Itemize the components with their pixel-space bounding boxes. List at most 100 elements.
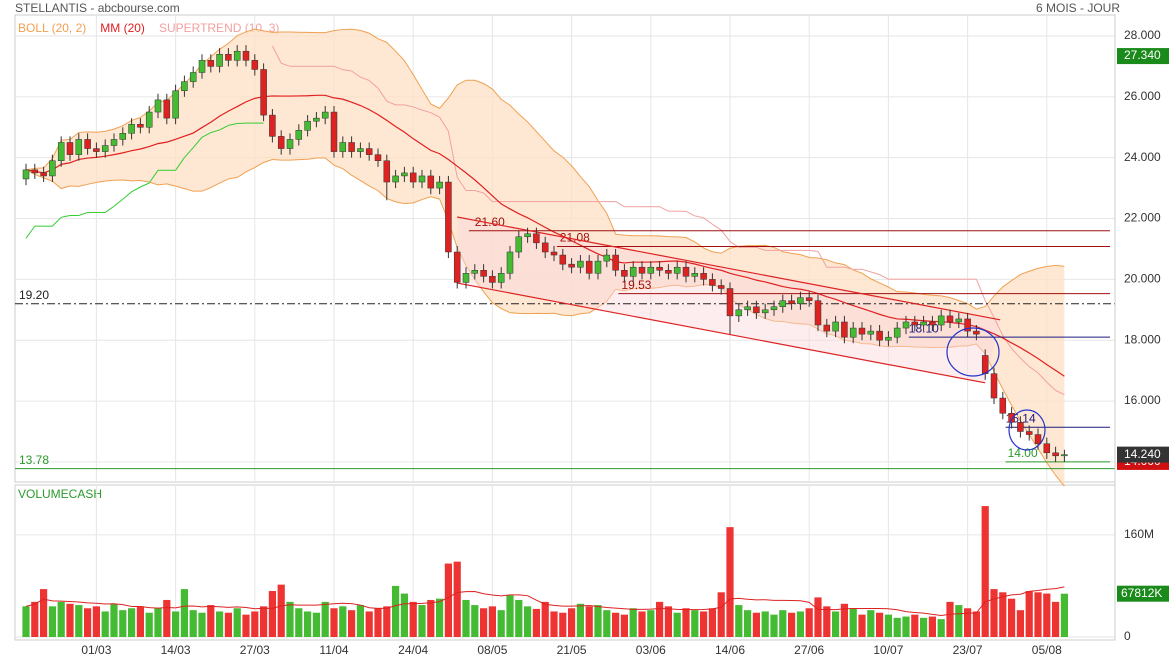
volume-bar (726, 527, 734, 637)
supertrend (615, 201, 625, 208)
candle-body (374, 154, 382, 161)
volume-bar (75, 605, 83, 637)
candle-body (594, 260, 602, 274)
candle-body (418, 175, 426, 183)
x-tick-label: 11/04 (319, 643, 348, 657)
supertrend (703, 217, 713, 225)
chart-subtitle: 6 MOIS - JOUR (1036, 1, 1120, 15)
volume-bar (691, 610, 699, 637)
volume-bar (1034, 592, 1042, 637)
supertrend (333, 65, 343, 71)
volume-bar (955, 605, 963, 637)
supertrend (756, 246, 766, 251)
volume-bar (884, 614, 892, 637)
reference-label: 13.78 (19, 453, 49, 467)
candle-body (57, 142, 65, 161)
candle-body (849, 327, 857, 338)
candle-body (409, 172, 417, 183)
volume-bar (981, 506, 989, 637)
supertrend (52, 216, 62, 227)
volume-bar (779, 610, 787, 637)
volume-bar (876, 612, 884, 637)
candle-body (392, 175, 399, 183)
supertrend (474, 190, 484, 194)
volume-bar (867, 610, 875, 637)
supertrend (659, 206, 669, 212)
price-marker-label: 27.340 (1124, 48, 1161, 62)
candle-body (1017, 422, 1024, 432)
candle-body (929, 321, 936, 326)
x-tick-label: 21/05 (557, 643, 587, 657)
volume-bar (656, 601, 664, 637)
supertrend (870, 271, 880, 276)
candle-body (902, 321, 910, 329)
candle-body (75, 139, 83, 155)
candle-body (207, 60, 215, 67)
supertrend (1046, 381, 1056, 391)
candle-body (93, 148, 100, 152)
candle-body (585, 260, 593, 274)
supertrend (25, 225, 36, 239)
candle-body (515, 236, 523, 253)
volume-bar (796, 611, 804, 637)
supertrend (404, 104, 414, 108)
candle-body (735, 309, 743, 317)
candle-body (761, 309, 769, 314)
supertrend (861, 268, 871, 273)
candle-body (603, 254, 611, 262)
candle-body (832, 321, 839, 332)
y-tick-label: 26.000 (1124, 89, 1161, 103)
supertrend (228, 122, 238, 126)
candle-body (269, 114, 276, 137)
volume-bar (286, 601, 294, 637)
supertrend (184, 147, 194, 158)
supertrend (360, 76, 370, 81)
volume-bar (1052, 601, 1060, 637)
supertrend (368, 80, 379, 89)
volume-bar (321, 601, 329, 637)
supertrend (421, 109, 431, 114)
candle-body (330, 111, 338, 152)
supertrend (447, 131, 458, 178)
candle-body (876, 330, 883, 341)
candle-body (726, 288, 734, 317)
supertrend (993, 317, 1004, 336)
chart-title: STELLANTIS - abcbourse.com (15, 1, 180, 15)
volume-bar (242, 614, 250, 637)
candle-body (568, 263, 575, 268)
volume-tick-label: 0 (1124, 629, 1131, 643)
candle-body (621, 270, 628, 277)
supertrend (1055, 389, 1065, 396)
supertrend (104, 205, 115, 213)
volume-bar (805, 608, 813, 637)
y-tick-label: 16.000 (1124, 393, 1161, 407)
volume-bar (673, 612, 681, 637)
volume-bar (576, 603, 584, 637)
candle-body (154, 99, 162, 113)
supertrend (430, 112, 440, 118)
supertrend (201, 132, 212, 138)
candle-body (401, 172, 408, 177)
candle-body (233, 50, 241, 61)
x-tick-label: 10/07 (873, 643, 903, 657)
price-marker (1117, 446, 1169, 463)
candle-body (225, 53, 232, 61)
volume-bar (700, 611, 708, 637)
candle-body (286, 139, 294, 149)
candle-body (110, 139, 118, 146)
volume-bar (946, 601, 954, 637)
supertrend (844, 266, 854, 270)
volume-bar (154, 608, 162, 637)
candle-body (559, 254, 567, 265)
volume-bar (1060, 593, 1068, 637)
candle-body (814, 300, 822, 326)
candle-body (189, 72, 197, 82)
volume-bar (436, 598, 444, 637)
x-tick-label: 24/04 (398, 643, 428, 657)
candle-body (471, 270, 479, 274)
candle-body (753, 306, 760, 314)
candle-body (365, 148, 373, 155)
volume-marker (1117, 585, 1169, 602)
candle-body (1052, 452, 1059, 457)
